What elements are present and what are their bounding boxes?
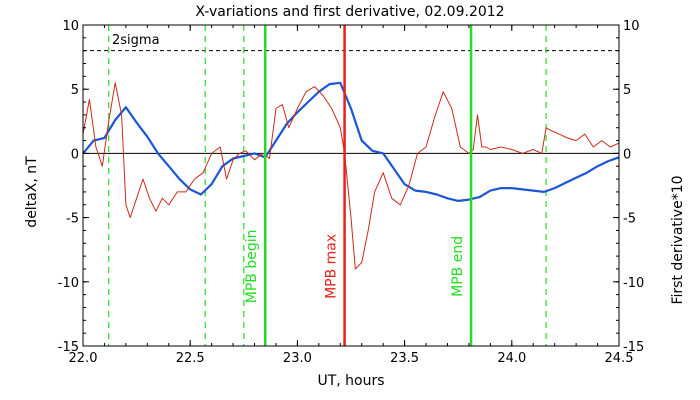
x-tick-label-1: 22.5 [176,351,205,366]
y-tick-label-left-2: 0 [71,147,79,162]
x-tick-label-0: 22.0 [69,351,98,366]
y-tick-label-right-2: 0 [623,147,631,162]
x-axis-label: UT, hours [317,373,384,389]
series-deltax-line [82,81,620,202]
x-tick-label-2: 23.0 [283,351,312,366]
x-tick-label-3: 23.5 [390,351,419,366]
y-axis-label-left: deltaX, nT [24,156,40,228]
y-tick-label-right-5: -15 [623,340,644,355]
y-tick-label-right-4: -10 [623,276,644,291]
y-tick-label-left-5: -15 [58,340,79,355]
threshold-label: 2sigma [112,33,160,48]
y-tick-label-left-0: 10 [62,19,79,34]
x-tick-label-4: 24.0 [497,351,526,366]
y-tick-label-left-4: -10 [58,276,79,291]
series-derivative-line [82,82,620,270]
series-layer [82,81,620,270]
tick-layer: 22.0 22.5 23.0 23.5 24.0 24.5 10 10 5 5 0 0 -5 -5 -10 -… [58,19,644,366]
solid-marker-label-1: MPB max [324,234,340,299]
x-tick-label-5: 24.5 [605,351,634,366]
dashed-markers [108,25,547,346]
solid-markers: MPB begin MPB max MPB end [244,25,473,346]
y-axis-label-right: First derivative*10 [670,175,686,304]
solid-marker-label-0: MPB begin [244,230,260,304]
plot-frame [82,24,620,347]
y-tick-label-right-0: 10 [623,19,640,34]
y-tick-label-right-3: -5 [623,212,636,227]
chart-title: X-variations and first derivative, 02.09… [195,4,504,20]
y-tick-label-right-1: 5 [623,83,631,98]
solid-marker-label-2: MPB end [450,236,466,297]
y-tick-label-left-3: -5 [66,212,79,227]
y-tick-label-left-1: 5 [71,83,79,98]
